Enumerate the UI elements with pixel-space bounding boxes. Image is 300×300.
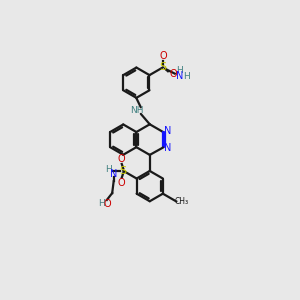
Text: O: O xyxy=(118,154,126,164)
Text: O: O xyxy=(159,51,167,61)
Text: NH: NH xyxy=(130,106,144,115)
Text: N: N xyxy=(164,143,171,153)
Text: S: S xyxy=(120,166,127,176)
Text: O: O xyxy=(169,69,177,79)
Text: H: H xyxy=(183,72,190,81)
Text: CH₃: CH₃ xyxy=(175,197,189,206)
Text: S: S xyxy=(159,62,167,72)
Text: H: H xyxy=(98,199,105,208)
Text: H: H xyxy=(176,67,183,76)
Text: N: N xyxy=(176,71,184,81)
Text: O: O xyxy=(118,178,126,188)
Text: H: H xyxy=(105,165,112,174)
Text: N: N xyxy=(110,169,117,179)
Text: O: O xyxy=(103,199,111,209)
Text: N: N xyxy=(164,126,171,136)
